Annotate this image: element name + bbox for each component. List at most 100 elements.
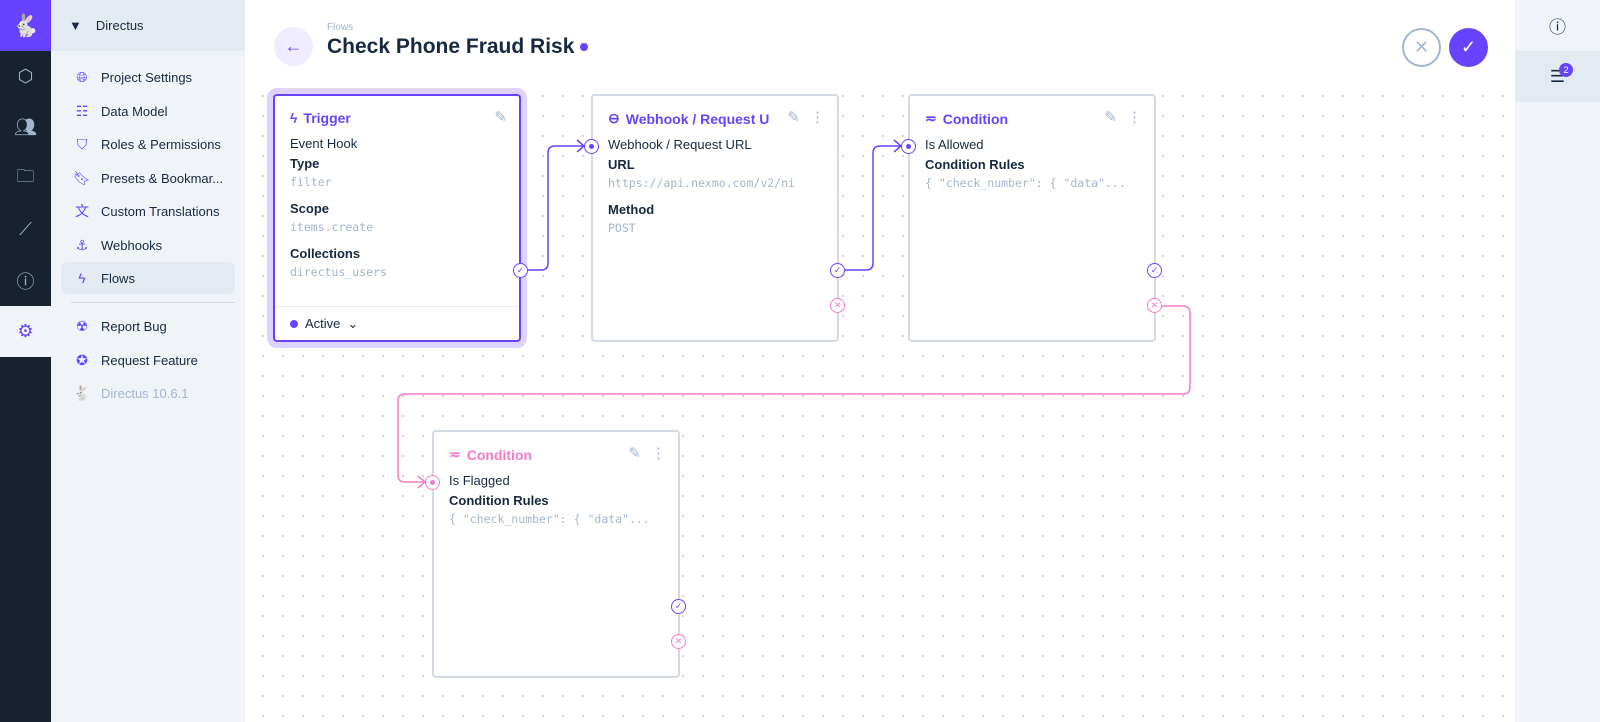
field-label: URL — [608, 157, 635, 172]
field-label: Type — [290, 156, 320, 171]
nav-project-settings[interactable]: 🌐︎ Project Settings — [61, 61, 235, 93]
bolt-icon: ϟ — [78, 270, 86, 286]
project-header[interactable]: ▼ Directus — [51, 0, 245, 51]
nav-request-feature[interactable]: ✪ Request Feature — [61, 344, 235, 376]
cancel-button[interactable]: ✕ — [1402, 28, 1441, 67]
input-port[interactable] — [584, 139, 599, 154]
check-icon: ✓ — [674, 601, 683, 611]
node-header: ≂ Condition — [449, 446, 663, 463]
status-dot — [290, 319, 298, 328]
anchor-icon: ⚓︎ — [75, 236, 89, 253]
bolt-icon: ϟ — [290, 110, 298, 126]
nav-version[interactable]: 🐇 Directus 10.6.1 — [61, 377, 235, 409]
help-icon[interactable]: ⓘ — [16, 271, 35, 292]
logs-button[interactable]: ☰ 2 — [1515, 51, 1600, 102]
arrow-left-icon: ← — [284, 36, 303, 56]
edit-icon[interactable]: ✎ — [787, 109, 800, 126]
edit-icon[interactable]: ✎ — [1104, 109, 1117, 126]
edit-icon[interactable]: ✎ — [494, 109, 507, 126]
module-bar: 🐇 ⬡ 👥︎ 🗀 ⟋ ⓘ ⚙ — [0, 0, 51, 722]
nav-label: Data Model — [101, 103, 168, 119]
content-icon[interactable]: ⬡ — [17, 66, 34, 86]
webhook-node[interactable]: ⊖ Webhook / Request U ✎ ⋮ Webhook / Reques… — [591, 94, 839, 342]
field-value: filter — [290, 175, 332, 189]
breadcrumb[interactable]: Flows — [327, 22, 354, 33]
link-icon: ⊖ — [608, 110, 620, 126]
verified-icon: ✪ — [76, 351, 88, 368]
close-icon: ✕ — [833, 300, 842, 310]
settings-icon[interactable]: ⚙ — [0, 306, 51, 357]
resolve-port[interactable]: ✓ — [671, 599, 686, 614]
field-value: items.create — [290, 220, 374, 234]
close-icon: ✕ — [1413, 37, 1430, 57]
trigger-node[interactable]: ϟ Trigger ✎ Event Hook Type filter Scope … — [273, 94, 521, 342]
translate-icon: 文 — [75, 203, 89, 219]
page-title: Check Phone Fraud Risk — [327, 35, 589, 59]
node-tools: ✎ — [494, 108, 507, 126]
status-dropdown[interactable]: Active ⌄ — [275, 306, 519, 340]
directus-logo-icon[interactable]: 🐇 — [0, 0, 51, 51]
node-title: Trigger — [303, 110, 351, 126]
node-tools: ✎ ⋮ — [628, 444, 666, 462]
field-value: https://api.nexmo.com/v2/ni — [608, 176, 795, 190]
node-header: ⊖ Webhook / Request U — [608, 110, 778, 127]
nav-label: Roles & Permissions — [101, 136, 221, 152]
edit-icon[interactable]: ✎ — [628, 445, 641, 462]
shield-icon: ⛉ — [76, 135, 88, 152]
nav-translations[interactable]: 文 Custom Translations — [61, 195, 235, 227]
condition-node-allowed[interactable]: ≂ Condition ✎ ⋮ Is Allowed Condition Rules… — [908, 94, 1156, 342]
input-port[interactable] — [901, 139, 916, 154]
nav-data-model[interactable]: ☷ Data Model — [61, 95, 235, 127]
resolve-port[interactable]: ✓ — [1147, 263, 1162, 278]
page-title-text: Check Phone Fraud Risk — [327, 35, 575, 58]
field-label: Condition Rules — [449, 493, 549, 508]
bookmark-icon: 🔖︎ — [73, 169, 91, 186]
more-vert-icon[interactable]: ⋮ — [651, 445, 666, 462]
check-icon: ✓ — [516, 265, 525, 275]
field-label: Scope — [290, 201, 330, 216]
reject-port[interactable]: ✕ — [1147, 298, 1162, 313]
nav-label: Webhooks — [101, 237, 163, 253]
field-label: Condition Rules — [925, 157, 1025, 172]
nav-label: Request Feature — [101, 352, 198, 368]
operation-name: Is Flagged — [449, 473, 510, 488]
close-icon: ✕ — [674, 636, 683, 646]
rule-icon: ≂ — [925, 110, 937, 126]
insights-icon[interactable]: ⟋ — [19, 219, 32, 239]
node-title: Webhook / Request U — [625, 110, 770, 127]
reject-port[interactable]: ✕ — [830, 298, 845, 313]
input-port[interactable] — [425, 475, 440, 490]
nav-webhooks[interactable]: ⚓︎ Webhooks — [61, 229, 235, 261]
check-icon: ✓ — [1460, 37, 1477, 57]
check-icon: ✓ — [833, 265, 842, 275]
header — [245, 0, 1515, 80]
right-sidebar: ⓘ ☰ 2 — [1515, 0, 1600, 722]
more-vert-icon[interactable]: ⋮ — [810, 109, 825, 126]
nav-roles-permissions[interactable]: ⛉ Roles & Permissions — [61, 128, 235, 160]
nav-presets[interactable]: 🔖︎ Presets & Bookmar... — [61, 162, 235, 194]
chevron-down-icon: ⌄ — [347, 315, 359, 331]
resolve-port[interactable]: ✓ — [513, 263, 528, 278]
nav-label: Custom Translations — [101, 203, 220, 219]
back-button[interactable]: ← — [274, 27, 313, 66]
field-label: Collections — [290, 246, 361, 261]
node-tools: ✎ ⋮ — [787, 108, 825, 126]
more-vert-icon[interactable]: ⋮ — [1127, 109, 1142, 126]
close-icon: ✕ — [1150, 300, 1159, 310]
info-button[interactable]: ⓘ — [1515, 0, 1600, 51]
field-value: POST — [608, 221, 636, 235]
info-icon: ⓘ — [1549, 18, 1566, 37]
reject-port[interactable]: ✕ — [671, 634, 686, 649]
settings-nav: ▼ Directus 🌐︎ Project Settings ☷ Data Model… — [51, 0, 245, 722]
files-icon[interactable]: 🗀 — [16, 165, 35, 186]
resolve-port[interactable]: ✓ — [830, 263, 845, 278]
nav-flows[interactable]: ϟ Flows — [61, 262, 235, 294]
logs-badge: 2 — [1559, 63, 1573, 77]
nav-label: Directus 10.6.1 — [101, 385, 189, 401]
field-value: { "check_number": { "data"... — [449, 512, 650, 526]
users-icon[interactable]: 👥︎ — [14, 117, 37, 137]
save-button[interactable]: ✓ — [1449, 28, 1488, 67]
condition-node-flagged[interactable]: ≂ Condition ✎ ⋮ Is Flagged Condition Rules… — [432, 430, 680, 678]
nav-label: Presets & Bookmar... — [101, 170, 224, 186]
nav-report-bug[interactable]: ☢ Report Bug — [61, 310, 235, 342]
